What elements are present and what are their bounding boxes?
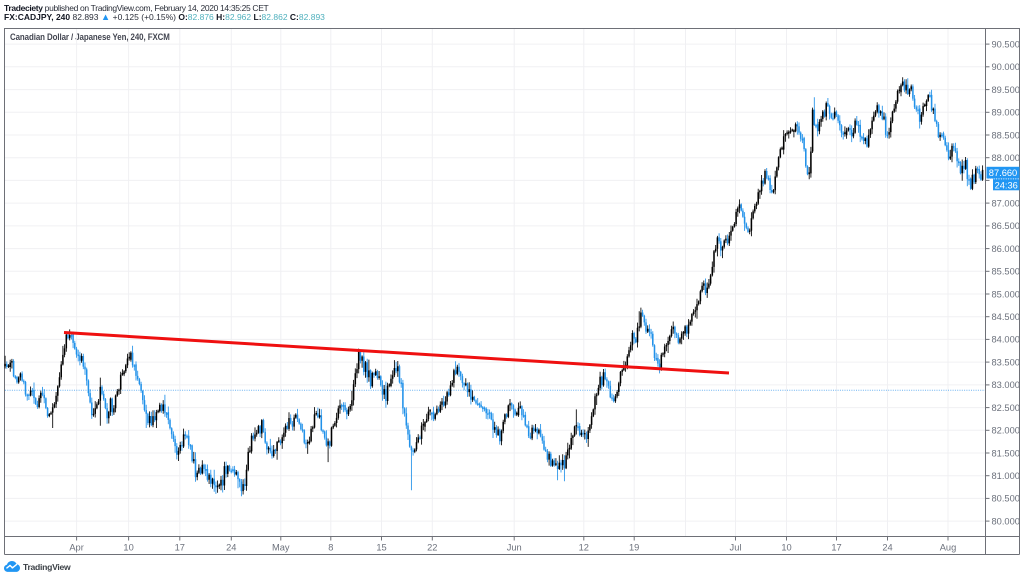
svg-text:24: 24 — [226, 543, 236, 553]
svg-text:22: 22 — [427, 543, 437, 553]
svg-text:87.000: 87.000 — [992, 198, 1020, 208]
svg-text:90.500: 90.500 — [992, 39, 1020, 49]
svg-text:80.000: 80.000 — [992, 516, 1020, 526]
svg-text:90.000: 90.000 — [992, 62, 1020, 72]
svg-text:17: 17 — [831, 543, 841, 553]
svg-text:80.500: 80.500 — [992, 494, 1020, 504]
svg-text:Aug: Aug — [940, 543, 957, 553]
svg-text:24: 24 — [882, 543, 892, 553]
svg-text:Jun: Jun — [507, 543, 522, 553]
svg-text:88.500: 88.500 — [992, 130, 1020, 140]
svg-text:82.000: 82.000 — [992, 426, 1020, 436]
svg-text:19: 19 — [629, 543, 639, 553]
svg-text:81.500: 81.500 — [992, 448, 1020, 458]
svg-text:85.000: 85.000 — [992, 289, 1020, 299]
svg-text:88.000: 88.000 — [992, 153, 1020, 163]
svg-text:24:36: 24:36 — [995, 180, 1018, 190]
svg-text:87.660: 87.660 — [989, 168, 1017, 178]
svg-text:May: May — [272, 543, 290, 553]
svg-text:85.500: 85.500 — [992, 267, 1020, 277]
svg-text:10: 10 — [123, 543, 133, 553]
svg-text:17: 17 — [175, 543, 185, 553]
svg-text:83.000: 83.000 — [992, 380, 1020, 390]
svg-text:Jul: Jul — [730, 543, 742, 553]
svg-text:86.000: 86.000 — [992, 244, 1020, 254]
svg-text:84.500: 84.500 — [992, 312, 1020, 322]
svg-text:Apr: Apr — [69, 543, 83, 553]
svg-text:86.500: 86.500 — [992, 221, 1020, 231]
svg-text:89.500: 89.500 — [992, 85, 1020, 95]
svg-text:84.000: 84.000 — [992, 335, 1020, 345]
svg-text:83.500: 83.500 — [992, 357, 1020, 367]
svg-text:12: 12 — [579, 543, 589, 553]
svg-text:8: 8 — [328, 543, 333, 553]
svg-text:15: 15 — [376, 543, 386, 553]
svg-text:81.000: 81.000 — [992, 471, 1020, 481]
svg-text:10: 10 — [781, 543, 791, 553]
svg-text:89.000: 89.000 — [992, 108, 1020, 118]
svg-text:82.500: 82.500 — [992, 403, 1020, 413]
